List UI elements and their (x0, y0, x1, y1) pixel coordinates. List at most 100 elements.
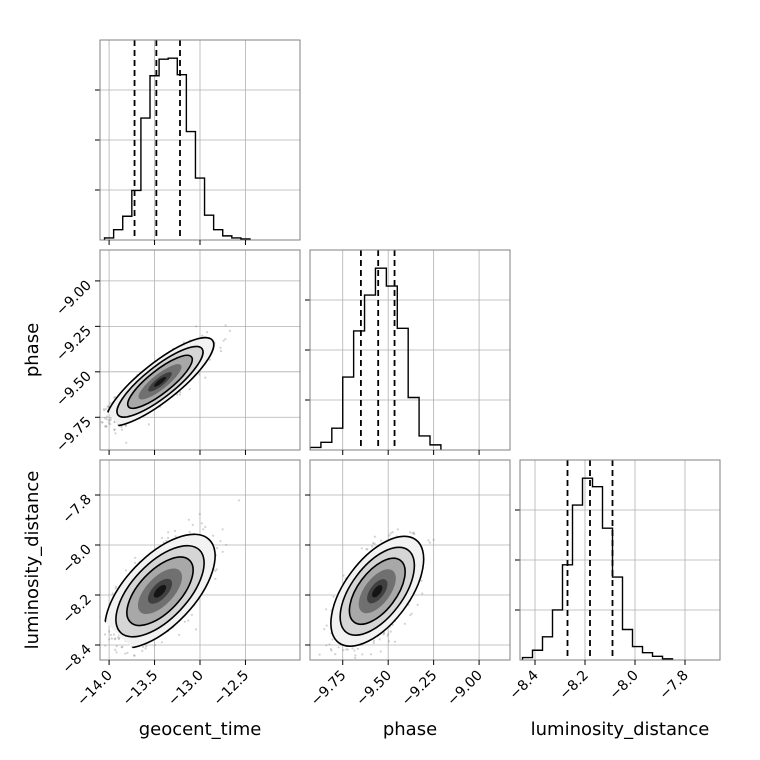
sample-point (372, 542, 375, 545)
sample-point (107, 421, 111, 424)
sample-point (221, 550, 224, 553)
sample-point (413, 532, 416, 536)
sample-point (124, 424, 127, 427)
sample-point (388, 534, 391, 537)
sample-point (94, 637, 96, 639)
sample-point (372, 641, 375, 645)
y-tick-label-luminosity_distance-3: −7.8 (59, 492, 94, 527)
sample-point (342, 649, 345, 652)
x-tick-label-geocent_time-2: −13.0 (165, 668, 207, 710)
sample-point (354, 654, 357, 657)
panel-luminosity_distance-phase: −9.75 −9.50 −9.25 −9.00 (305, 459, 511, 710)
sample-point (173, 529, 177, 533)
density-contour-5 (372, 585, 383, 598)
sample-point (318, 653, 321, 656)
sample-point (215, 547, 219, 550)
sample-point (225, 543, 228, 546)
sample-point (237, 499, 241, 502)
y-tick-label-luminosity_distance-2: −8.0 (59, 542, 94, 577)
sample-point (114, 648, 117, 652)
sample-point (114, 587, 117, 590)
sample-point (372, 639, 375, 643)
sample-point (195, 325, 198, 328)
panel-luminosity_distance-geocent_time: −14.0 −13.5 −13.0 −12.5−8.4−8.2−8.0−7.8 (59, 459, 301, 710)
sample-point (387, 632, 390, 636)
sample-point (104, 644, 107, 647)
sample-point (428, 541, 431, 544)
sample-point (94, 666, 96, 668)
sample-point (115, 645, 118, 648)
sample-point (342, 574, 345, 577)
sample-point (403, 622, 406, 625)
sample-point (144, 647, 147, 650)
sample-point (188, 530, 191, 534)
histogram-phase (310, 267, 442, 450)
sample-point (331, 663, 333, 665)
sample-point (124, 569, 127, 572)
sample-point (147, 423, 150, 426)
panel-frame (309, 459, 511, 661)
sample-point (114, 637, 117, 640)
sample-point (427, 539, 430, 542)
sample-point (133, 654, 136, 657)
sample-point (117, 636, 120, 639)
sample-point (190, 613, 193, 617)
y-axis-label-phase: phase (22, 323, 43, 377)
sample-point (383, 632, 386, 635)
sample-point (200, 522, 203, 525)
sample-point (337, 646, 340, 649)
sample-point (145, 645, 148, 648)
sample-point (224, 338, 227, 341)
panel-luminosity_distance-luminosity_distance: −8.4 −8.2 −8.0 −7.8 (506, 459, 721, 703)
sample-point (188, 388, 191, 391)
sample-point (371, 545, 374, 548)
sample-point (202, 528, 205, 531)
sample-point (346, 648, 349, 651)
sample-point (120, 428, 123, 431)
sample-point (387, 640, 391, 643)
sample-point (120, 425, 123, 428)
sample-point (378, 638, 381, 641)
sample-point (356, 647, 359, 650)
panel-frame (519, 459, 721, 661)
histogram-luminosity_distance (521, 477, 674, 660)
sample-point (100, 421, 103, 424)
x-tick-label-luminosity_distance-1: −8.2 (556, 668, 591, 703)
sample-point (325, 644, 328, 647)
sample-point (118, 636, 121, 639)
sample-point (228, 329, 231, 332)
x-axis-label-luminosity_distance: luminosity_distance (531, 719, 710, 740)
sample-point (361, 653, 364, 656)
sample-point (369, 653, 373, 656)
sample-point (323, 628, 326, 631)
sample-point (109, 423, 112, 426)
x-tick-label-geocent_time-0: −14.0 (74, 668, 116, 710)
sample-point (105, 425, 108, 428)
x-tick-label-phase-1: −9.50 (353, 668, 395, 710)
sample-point (432, 538, 435, 541)
sample-point (120, 646, 123, 649)
x-axis-label-geocent_time: geocent_time (139, 719, 262, 740)
sample-point (198, 373, 201, 376)
sample-point (411, 532, 414, 535)
y-axis-label-luminosity_distance: luminosity_distance (22, 471, 43, 650)
sample-point (92, 630, 94, 632)
density-contour-5 (153, 376, 167, 387)
sample-point (108, 630, 111, 633)
sample-point (224, 324, 227, 327)
y-tick-label-phase-3: −9.00 (53, 277, 95, 319)
sample-point (353, 649, 356, 652)
sample-point (410, 612, 413, 615)
sample-point (191, 523, 194, 527)
sample-point (206, 331, 209, 334)
sample-point (108, 419, 111, 422)
sample-point (314, 667, 316, 669)
sample-point (212, 534, 215, 537)
sample-point (187, 518, 190, 521)
sample-point (178, 633, 181, 636)
x-tick-label-luminosity_distance-2: −8.0 (606, 668, 641, 703)
y-tick-label-phase-0: −9.75 (53, 414, 95, 456)
sample-point (194, 628, 198, 631)
sample-point (174, 535, 177, 538)
